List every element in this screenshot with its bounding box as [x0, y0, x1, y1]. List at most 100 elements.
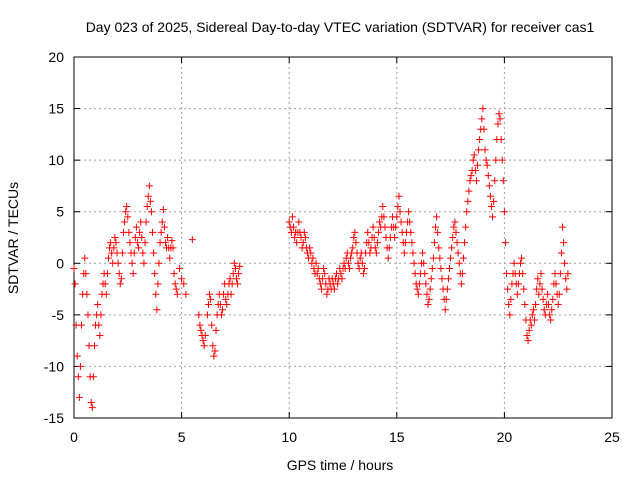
data-point [155, 259, 163, 267]
data-point [169, 244, 177, 252]
data-point [519, 270, 527, 278]
data-point [170, 270, 178, 278]
data-point [212, 326, 220, 334]
data-point [88, 404, 96, 412]
data-point [349, 244, 357, 252]
data-point [299, 239, 307, 247]
data-point [489, 213, 497, 221]
data-point [131, 234, 139, 241]
y-tick-label: 10 [48, 152, 64, 168]
data-point [466, 177, 474, 185]
data-point [495, 110, 503, 118]
data-point [396, 208, 404, 216]
data-point [111, 234, 119, 241]
data-point [117, 275, 125, 283]
data-point [470, 151, 478, 159]
data-point [321, 270, 329, 278]
data-point [234, 280, 242, 288]
data-point [320, 264, 328, 272]
data-point [457, 280, 465, 288]
data-point [182, 290, 190, 298]
data-point [449, 234, 457, 241]
data-point [397, 218, 405, 226]
data-point [166, 254, 174, 262]
data-point [548, 306, 556, 314]
data-point [455, 259, 463, 267]
data-point [547, 316, 555, 324]
data-point [172, 285, 180, 293]
y-tick-label: 0 [56, 255, 64, 271]
data-point [313, 270, 321, 278]
data-point [467, 172, 475, 180]
data-point [557, 249, 565, 257]
data-point [196, 321, 204, 329]
data-point [116, 280, 124, 288]
data-point [128, 259, 136, 267]
data-point [149, 228, 157, 236]
data-point [200, 342, 208, 350]
data-point [290, 223, 298, 231]
data-point [365, 239, 373, 247]
data-point [144, 192, 152, 200]
data-point [447, 254, 455, 262]
data-point [76, 362, 84, 370]
data-point [291, 234, 299, 241]
data-point [492, 156, 500, 164]
data-point [523, 331, 531, 339]
data-point [227, 290, 235, 298]
data-point [154, 280, 162, 288]
data-point [159, 206, 167, 214]
x-tick-label: 10 [281, 429, 297, 445]
data-point [423, 290, 431, 298]
data-point [206, 290, 214, 298]
data-point [124, 213, 132, 221]
data-point [503, 270, 511, 278]
data-point [520, 285, 528, 293]
data-point [351, 228, 359, 236]
data-point [464, 197, 472, 205]
data-point [560, 239, 568, 247]
data-point [130, 249, 138, 257]
data-point [317, 285, 325, 293]
data-point [538, 285, 546, 293]
data-point [199, 337, 207, 345]
data-point [73, 352, 81, 360]
data-point [452, 228, 460, 236]
data-point [112, 239, 120, 247]
data-point [471, 166, 479, 174]
data-point [153, 306, 161, 314]
data-point [121, 218, 129, 226]
data-point [469, 156, 477, 164]
data-point [173, 290, 181, 298]
data-point [188, 236, 196, 244]
data-point [195, 311, 203, 319]
data-point [146, 197, 154, 205]
data-point [392, 223, 400, 231]
data-point [83, 290, 91, 298]
chart-title: Day 023 of 2025, Sidereal Day-to-day VTE… [86, 19, 595, 35]
data-point [513, 290, 521, 298]
data-point [441, 306, 449, 314]
data-point [84, 311, 92, 319]
data-point [491, 177, 499, 185]
data-point [175, 264, 183, 272]
data-point [462, 223, 470, 231]
data-point [307, 249, 315, 257]
data-point [442, 295, 450, 303]
data-point [345, 264, 353, 272]
data-point [555, 290, 563, 298]
data-point [102, 290, 110, 298]
data-point [514, 280, 522, 288]
data-point [437, 264, 445, 272]
y-tick-label: -5 [52, 307, 65, 323]
data-point [133, 239, 141, 247]
data-point [506, 311, 514, 319]
data-point [94, 301, 102, 309]
data-point [103, 270, 111, 278]
y-tick-label: -10 [44, 358, 64, 374]
data-point [394, 203, 402, 211]
data-point [534, 275, 542, 283]
data-point [147, 208, 155, 216]
data-point [409, 249, 417, 257]
data-point [359, 270, 367, 278]
